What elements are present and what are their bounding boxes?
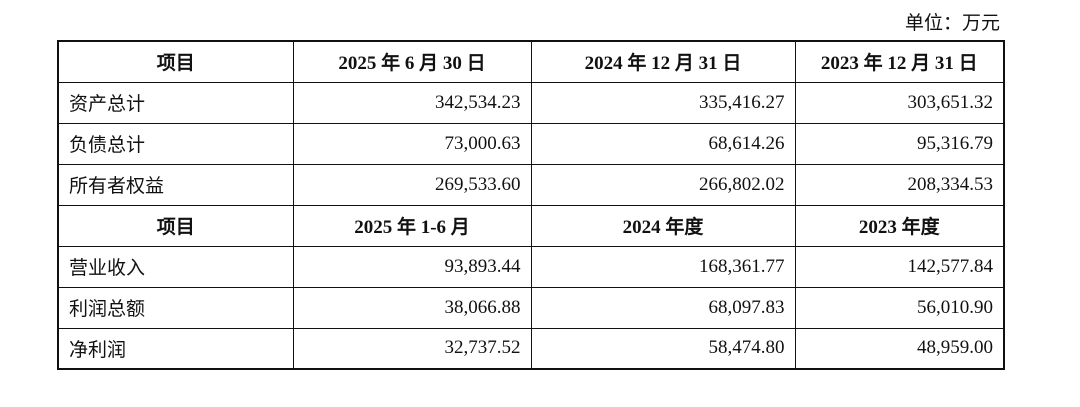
- value-cell: 68,097.83: [530, 286, 796, 329]
- value-cell: 32,737.52: [292, 327, 532, 370]
- header-cell: 项目: [57, 40, 294, 83]
- value-cell: 269,533.60: [292, 163, 532, 206]
- value-cell: 73,000.63: [292, 122, 532, 165]
- header-cell: 2025 年 6 月 30 日: [292, 40, 532, 83]
- header-cell: 2024 年度: [530, 204, 796, 247]
- row-label: 资产总计: [57, 81, 294, 124]
- value-cell: 142,577.84: [794, 245, 1005, 288]
- data-row: 利润总额 38,066.88 68,097.83 56,010.90: [57, 286, 1005, 329]
- data-row: 营业收入 93,893.44 168,361.77 142,577.84: [57, 245, 1005, 288]
- header-cell: 2025 年 1-6 月: [292, 204, 532, 247]
- value-cell: 95,316.79: [794, 122, 1005, 165]
- value-cell: 68,614.26: [530, 122, 796, 165]
- value-cell: 342,534.23: [292, 81, 532, 124]
- row-label: 净利润: [57, 327, 294, 370]
- header-cell: 2024 年 12 月 31 日: [530, 40, 796, 83]
- value-cell: 208,334.53: [794, 163, 1005, 206]
- table-body: 项目 2025 年 6 月 30 日 2024 年 12 月 31 日 2023 年 …: [57, 40, 1005, 370]
- unit-label: 单位：万元: [904, 13, 1000, 34]
- row-label: 负债总计: [57, 122, 294, 165]
- row-label: 利润总额: [57, 286, 294, 329]
- row-label: 营业收入: [57, 245, 294, 288]
- value-cell: 168,361.77: [530, 245, 796, 288]
- value-cell: 58,474.80: [530, 327, 796, 370]
- value-cell: 335,416.27: [530, 81, 796, 124]
- header-row: 项目 2025 年 1-6 月 2024 年度 2023 年度: [57, 204, 1005, 247]
- header-cell: 2023 年度: [794, 204, 1005, 247]
- data-row: 资产总计 342,534.23 335,416.27 303,651.32: [57, 81, 1005, 124]
- row-label: 所有者权益: [57, 163, 294, 206]
- data-row: 负债总计 73,000.63 68,614.26 95,316.79: [57, 122, 1005, 165]
- data-row: 所有者权益 269,533.60 266,802.02 208,334.53: [57, 163, 1005, 206]
- data-row: 净利润 32,737.52 58,474.80 48,959.00: [57, 327, 1005, 370]
- financial-table: 项目 2025 年 6 月 30 日 2024 年 12 月 31 日 2023 年 …: [57, 40, 1005, 370]
- value-cell: 266,802.02: [530, 163, 796, 206]
- header-cell: 项目: [57, 204, 294, 247]
- value-cell: 38,066.88: [292, 286, 532, 329]
- header-cell: 2023 年 12 月 31 日: [794, 40, 1005, 83]
- value-cell: 93,893.44: [292, 245, 532, 288]
- header-row: 项目 2025 年 6 月 30 日 2024 年 12 月 31 日 2023 年 …: [57, 40, 1005, 83]
- value-cell: 303,651.32: [794, 81, 1005, 124]
- value-cell: 48,959.00: [794, 327, 1005, 370]
- value-cell: 56,010.90: [794, 286, 1005, 329]
